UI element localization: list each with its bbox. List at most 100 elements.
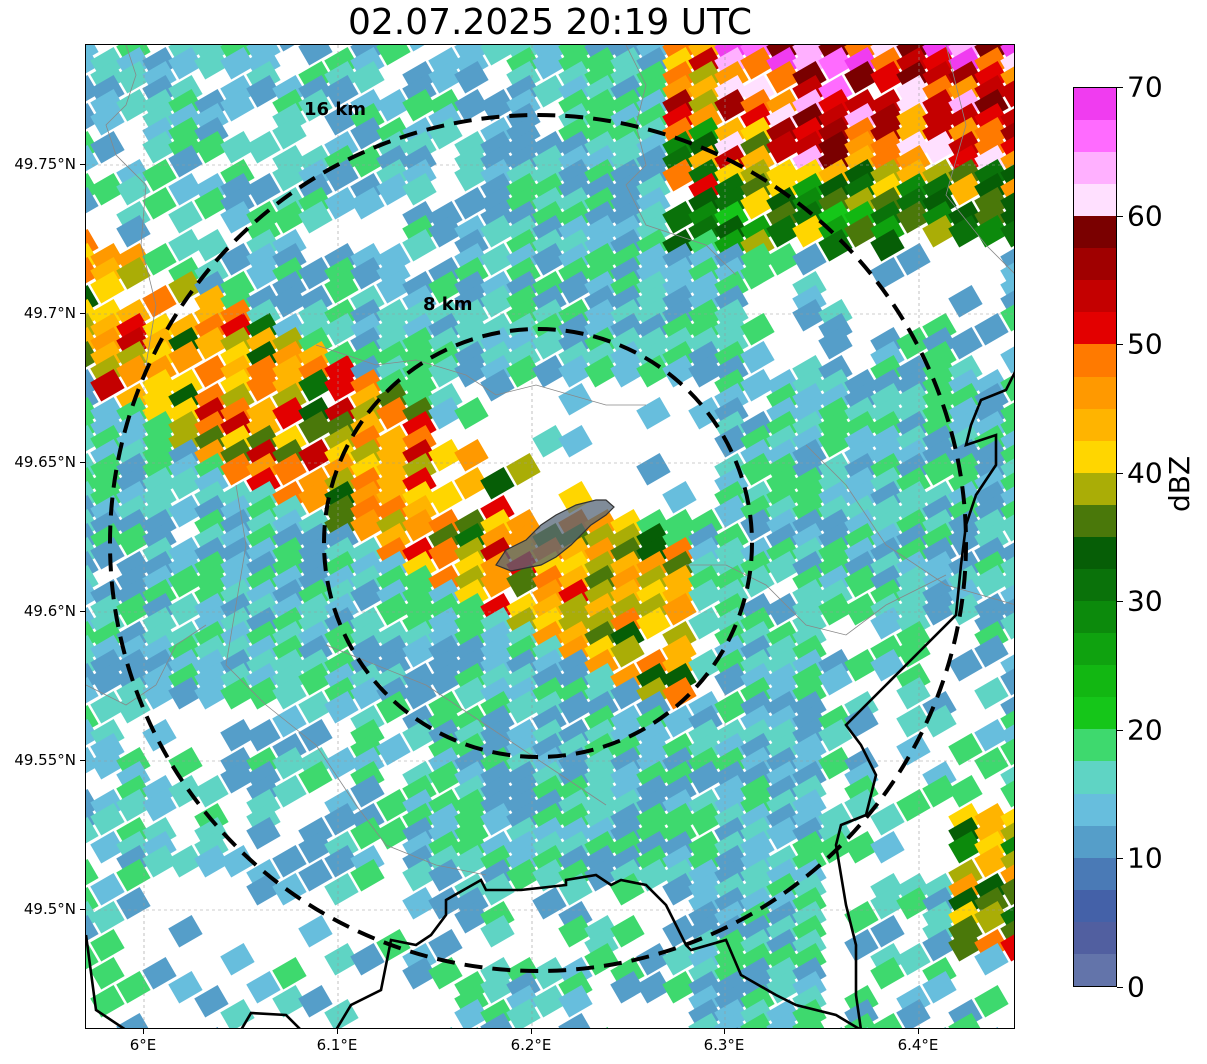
colorbar-tick-mark (1117, 858, 1123, 860)
reflectivity-cell (480, 970, 515, 1004)
reflectivity-cell (610, 634, 645, 668)
reflectivity-cell (86, 788, 99, 822)
reflectivity-cell (194, 774, 229, 808)
reflectivity-cell (740, 312, 775, 346)
reflectivity-cell (298, 368, 333, 402)
ring-label-8km: 8 km (423, 294, 473, 315)
reflectivity-cell (428, 214, 463, 248)
reflectivity-cell (168, 466, 203, 500)
y-tick-mark (80, 909, 85, 910)
reflectivity-cell (142, 718, 177, 752)
reflectivity-cell (350, 578, 385, 612)
reflectivity-cell (428, 480, 463, 514)
reflectivity-cell (246, 676, 281, 710)
reflectivity-cell (480, 802, 515, 836)
reflectivity-cell (428, 116, 463, 150)
reflectivity-cell (740, 452, 775, 486)
reflectivity-cell (376, 592, 411, 626)
reflectivity-cell (948, 928, 983, 962)
reflectivity-cell (90, 690, 125, 724)
reflectivity-cell (896, 200, 931, 234)
reflectivity-cell (298, 718, 333, 752)
reflectivity-cell (662, 354, 697, 388)
reflectivity-cell (1000, 662, 1014, 696)
reflectivity-cell (662, 704, 697, 738)
reflectivity-cell (714, 662, 749, 696)
reflectivity-cell (220, 46, 255, 80)
colorbar-tick-label: 40 (1127, 456, 1163, 490)
reflectivity-cell (116, 354, 151, 388)
reflectivity-cell (454, 88, 489, 122)
colorbar-segment (1074, 601, 1116, 634)
y-tick-mark (80, 462, 85, 463)
reflectivity-cell (298, 88, 333, 122)
reflectivity-cell (142, 242, 177, 276)
reflectivity-cell (86, 368, 99, 402)
reflectivity-cell (948, 172, 983, 206)
reflectivity-cell (324, 942, 359, 976)
reflectivity-cell (870, 886, 905, 920)
reflectivity-cell (272, 844, 307, 878)
colorbar-tick-label: 0 (1127, 970, 1145, 1004)
reflectivity-cell (558, 354, 593, 388)
colorbar (1073, 87, 1117, 987)
reflectivity-cell (454, 60, 489, 94)
reflectivity-cell (714, 690, 749, 724)
colorbar-title: dBZ (1163, 455, 1196, 512)
colorbar-segment (1074, 280, 1116, 313)
reflectivity-cell (220, 844, 255, 878)
reflectivity-cell (86, 186, 99, 220)
y-tick-label: 49.6°N (23, 602, 76, 620)
reflectivity-cell (168, 774, 203, 808)
reflectivity-cell (220, 942, 255, 976)
reflectivity-cell (86, 522, 99, 556)
reflectivity-cell (324, 844, 359, 878)
reflectivity-cell (532, 984, 567, 1018)
reflectivity-cell (766, 130, 801, 164)
reflectivity-cell (86, 634, 99, 668)
reflectivity-cell (142, 284, 177, 318)
reflectivity-cell (532, 46, 567, 80)
reflectivity-cell (948, 326, 983, 360)
reflectivity-cell (844, 214, 879, 248)
reflectivity-cell (532, 424, 567, 458)
reflectivity-cell (480, 914, 515, 948)
reflectivity-cell (90, 900, 125, 934)
reflectivity-cell (818, 424, 853, 458)
colorbar-segment (1074, 248, 1116, 281)
reflectivity-cell (974, 746, 1009, 780)
reflectivity-cell (220, 718, 255, 752)
reflectivity-cell (844, 564, 879, 598)
reflectivity-cell (272, 746, 307, 780)
reflectivity-cell (896, 886, 931, 920)
reflectivity-cell (1000, 928, 1014, 962)
reflectivity-cell (402, 858, 437, 892)
reflectivity-cell (688, 648, 723, 682)
reflectivity-cell (272, 984, 307, 1018)
reflectivity-cell (324, 746, 359, 780)
reflectivity-cell (766, 1012, 801, 1028)
reflectivity-cell (350, 858, 385, 892)
reflectivity-cell (168, 144, 203, 178)
x-tick-mark (337, 1029, 338, 1034)
reflectivity-cell (298, 256, 333, 290)
reflectivity-cell (168, 270, 203, 304)
reflectivity-cell (974, 718, 1009, 752)
colorbar-tick-mark (1117, 344, 1123, 346)
reflectivity-cell (740, 340, 775, 374)
colorbar-tick-label: 20 (1127, 713, 1163, 747)
radar-site-area (495, 499, 615, 572)
reflectivity-cell (974, 564, 1009, 598)
reflectivity-cell (142, 676, 177, 710)
reflectivity-cell (324, 102, 359, 136)
reflectivity-cell (298, 480, 333, 514)
y-tick-label: 49.7°N (23, 304, 76, 322)
reflectivity-cell (532, 886, 567, 920)
reflectivity-cell (86, 172, 99, 206)
reflectivity-cell (86, 326, 99, 360)
reflectivity-cell (86, 130, 99, 164)
ring-label-16km: 16 km (304, 99, 366, 120)
reflectivity-cell (896, 326, 931, 360)
reflectivity-cell (376, 45, 411, 66)
reflectivity-cell (454, 396, 489, 430)
